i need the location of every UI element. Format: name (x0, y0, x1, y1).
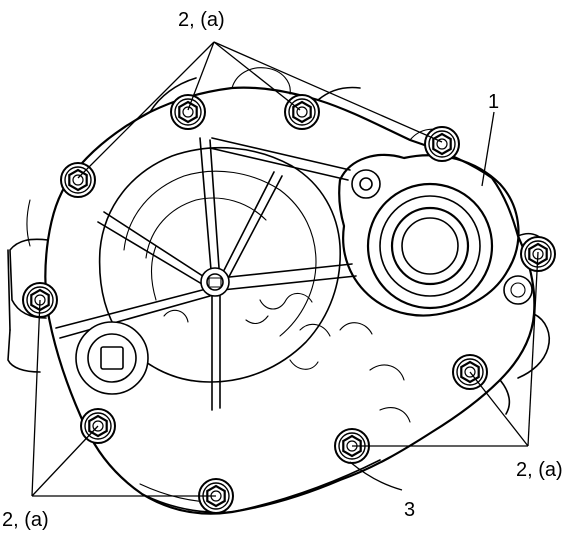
callout-left-bolts: 2, (a) (2, 509, 49, 531)
callout-top-bolts: 2, (a) (178, 9, 225, 31)
bearing-bore-icon (366, 182, 494, 310)
leader-right-to-bolt-2 (469, 371, 529, 447)
housing-body (7, 67, 550, 515)
center-hub (200, 267, 230, 297)
bolt-group (22, 94, 556, 514)
cover-ribs (55, 137, 357, 411)
square-drive-plug-icon (75, 321, 149, 395)
leader-top-to-bolt-2 (187, 41, 215, 111)
leader-top-to-bolt-3 (213, 41, 301, 111)
leader-right-to-bolt-1 (527, 251, 539, 447)
leader-lines (31, 41, 539, 497)
cover-surface-detail (163, 292, 411, 423)
callout-part-3: 3 (404, 499, 415, 521)
leader-part-1 (481, 111, 495, 187)
gasket-edge (139, 459, 381, 514)
flange-bolt-icon (284, 94, 320, 130)
leader-top-to-bolt-1 (77, 41, 215, 179)
leader-top-to-bolt-4 (213, 41, 443, 143)
leader-part-3 (349, 461, 403, 491)
flange-bolt-icon (170, 94, 206, 130)
callout-right-bolts: 2, (a) (516, 459, 563, 481)
callout-part-1: 1 (488, 91, 499, 113)
flange-bolt-icon (60, 162, 96, 198)
flange-bolt-icon (424, 126, 460, 162)
leader-left-to-bolt-1 (31, 299, 41, 497)
leader-left-to-bolt-2 (31, 425, 99, 497)
bearing-boss (338, 153, 533, 317)
callout-labels: 2, (a) 1 2, (a) 3 2, (a) (2, 9, 563, 531)
